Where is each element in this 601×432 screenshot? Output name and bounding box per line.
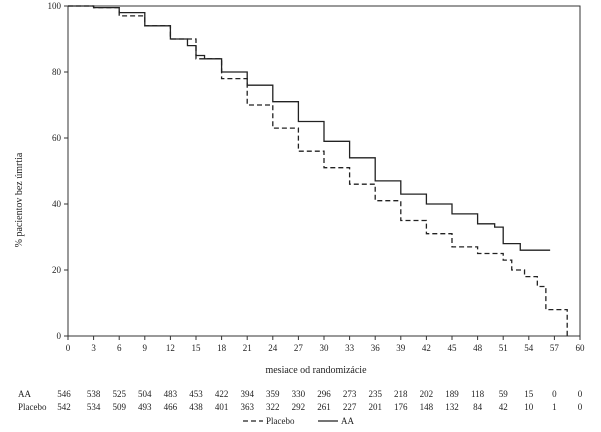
x-tick-label: 12 bbox=[166, 343, 175, 353]
plot-border bbox=[67, 5, 581, 337]
x-tick-label: 57 bbox=[550, 343, 560, 353]
x-tick-label: 0 bbox=[66, 343, 71, 353]
x-tick-label: 15 bbox=[192, 343, 202, 353]
risk-value: 218 bbox=[394, 389, 408, 399]
y-tick-label: 60 bbox=[52, 133, 62, 143]
y-tick-label: 20 bbox=[52, 265, 62, 275]
risk-value: 359 bbox=[266, 389, 280, 399]
risk-value: 509 bbox=[112, 402, 126, 412]
risk-table: AA 546 538 525 504 483 453 422 394 359 330 296 273 23… bbox=[18, 389, 583, 412]
risk-value: 273 bbox=[343, 389, 357, 399]
risk-value: 148 bbox=[420, 402, 434, 412]
x-tick-label: 24 bbox=[268, 343, 278, 353]
risk-value: 227 bbox=[343, 402, 357, 412]
x-tick-label: 60 bbox=[576, 343, 586, 353]
risk-value: 525 bbox=[112, 389, 126, 399]
x-tick-label: 6 bbox=[117, 343, 122, 353]
plot-area bbox=[67, 5, 581, 337]
x-tick-label: 45 bbox=[448, 343, 458, 353]
risk-value: 235 bbox=[368, 389, 382, 399]
y-tick-label: 0 bbox=[57, 331, 62, 341]
x-tick-label: 36 bbox=[371, 343, 381, 353]
y-tick-label: 80 bbox=[52, 67, 62, 77]
risk-value: 534 bbox=[87, 402, 101, 412]
risk-value: 176 bbox=[394, 402, 408, 412]
risk-value: 0 bbox=[552, 389, 557, 399]
risk-value: 10 bbox=[524, 402, 534, 412]
x-tick-label: 3 bbox=[91, 343, 96, 353]
risk-value: 394 bbox=[240, 389, 254, 399]
x-tick-label: 27 bbox=[294, 343, 304, 353]
y-tick-label: 40 bbox=[52, 199, 62, 209]
x-tick-label: 51 bbox=[499, 343, 508, 353]
x-axis-label: mesiace od randomizácie bbox=[265, 365, 367, 376]
risk-value: 0 bbox=[578, 402, 583, 412]
x-tick-label: 39 bbox=[396, 343, 406, 353]
risk-value: 363 bbox=[240, 402, 254, 412]
risk-value: 202 bbox=[420, 389, 434, 399]
risk-row-label: AA bbox=[18, 389, 31, 399]
risk-value: 15 bbox=[524, 389, 534, 399]
risk-value: 422 bbox=[215, 389, 229, 399]
y-axis-label: % pacientov bez úmrtia bbox=[14, 152, 25, 247]
x-tick-label: 18 bbox=[217, 343, 227, 353]
legend-label: Placebo bbox=[266, 416, 295, 426]
x-tick-label: 21 bbox=[243, 343, 252, 353]
risk-value: 466 bbox=[164, 402, 178, 412]
risk-value: 189 bbox=[445, 389, 459, 399]
risk-value: 493 bbox=[138, 402, 152, 412]
series-placebo-line bbox=[68, 5, 568, 336]
legend-label: AA bbox=[341, 416, 354, 426]
risk-row-label: Placebo bbox=[18, 402, 47, 412]
risk-value: 0 bbox=[578, 389, 583, 399]
y-tick-label: 100 bbox=[48, 1, 62, 11]
risk-value: 296 bbox=[317, 389, 331, 399]
x-tick-label: 42 bbox=[422, 343, 431, 353]
risk-value: 504 bbox=[138, 389, 152, 399]
legend: Placebo AA bbox=[243, 416, 354, 426]
risk-value: 261 bbox=[317, 402, 331, 412]
risk-value: 132 bbox=[445, 402, 459, 412]
x-tick-label: 54 bbox=[524, 343, 534, 353]
axes: 0 3 6 9 12 15 18 21 24 27 30 33 36 39 42 45 48 51 54 57 6002… bbox=[48, 1, 586, 353]
x-tick-label: 48 bbox=[473, 343, 483, 353]
risk-value: 59 bbox=[499, 389, 509, 399]
risk-value: 292 bbox=[292, 402, 306, 412]
risk-value: 42 bbox=[499, 402, 508, 412]
x-tick-label: 33 bbox=[345, 343, 355, 353]
risk-value: 84 bbox=[473, 402, 483, 412]
x-tick-label: 9 bbox=[143, 343, 148, 353]
risk-value: 330 bbox=[292, 389, 306, 399]
risk-value: 453 bbox=[189, 389, 203, 399]
x-tick-label: 30 bbox=[320, 343, 330, 353]
risk-value: 201 bbox=[368, 402, 382, 412]
risk-value: 1 bbox=[552, 402, 557, 412]
series-aa-line bbox=[68, 5, 551, 251]
risk-value: 438 bbox=[189, 402, 203, 412]
risk-value: 538 bbox=[87, 389, 101, 399]
survival-curves bbox=[68, 5, 568, 336]
risk-value: 542 bbox=[57, 402, 71, 412]
risk-value: 401 bbox=[215, 402, 229, 412]
risk-value: 483 bbox=[164, 389, 178, 399]
risk-value: 322 bbox=[266, 402, 280, 412]
risk-value: 118 bbox=[471, 389, 485, 399]
risk-value: 546 bbox=[57, 389, 71, 399]
